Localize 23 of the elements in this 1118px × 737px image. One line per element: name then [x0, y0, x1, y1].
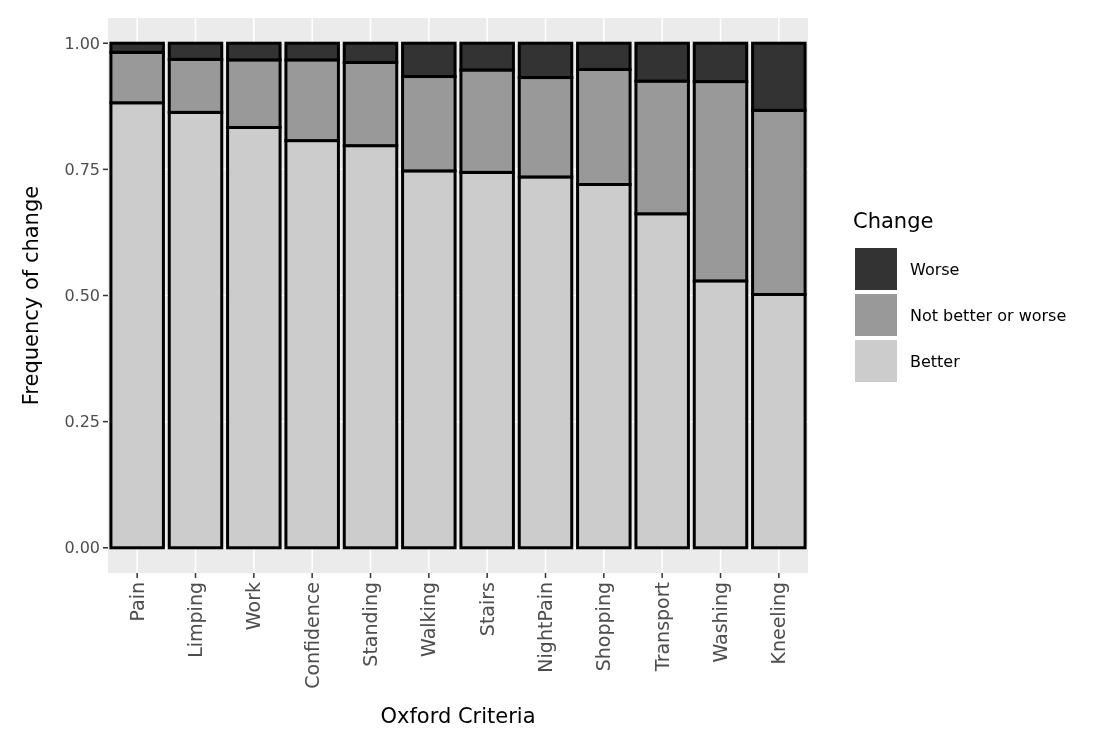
- x-tick-label: Kneeling: [767, 582, 790, 665]
- x-tick-label: Confidence: [300, 582, 323, 689]
- x-tick-label: Pain: [125, 582, 148, 622]
- legend-title: Change: [853, 209, 934, 233]
- y-tick-label: 0.50: [64, 286, 100, 306]
- x-tick-label: Shopping: [592, 582, 615, 672]
- text: Better: [910, 351, 961, 371]
- x-tick-label: NightPain: [534, 582, 557, 673]
- x-tick-label: Stairs: [475, 582, 498, 637]
- x-tick-label: Transport: [650, 582, 673, 673]
- y-tick-label: 1.00: [64, 33, 100, 53]
- x-tick-label: Washing: [709, 582, 732, 663]
- x-tick-label: Limping: [184, 582, 207, 658]
- y-tick-label: 0.00: [64, 538, 100, 558]
- x-tick-label: Standing: [359, 582, 382, 667]
- y-tick-label: 0.25: [64, 412, 100, 432]
- x-axis-title: Oxford Criteria: [380, 704, 536, 728]
- text: Not better or worse: [910, 305, 1067, 325]
- x-tick-label: Work: [242, 582, 265, 631]
- text: Worse: [910, 259, 960, 279]
- y-axis-title: Frequency of change: [19, 185, 43, 406]
- y-tick-label: 0.75: [64, 159, 100, 179]
- x-tick-label: Walking: [417, 582, 440, 657]
